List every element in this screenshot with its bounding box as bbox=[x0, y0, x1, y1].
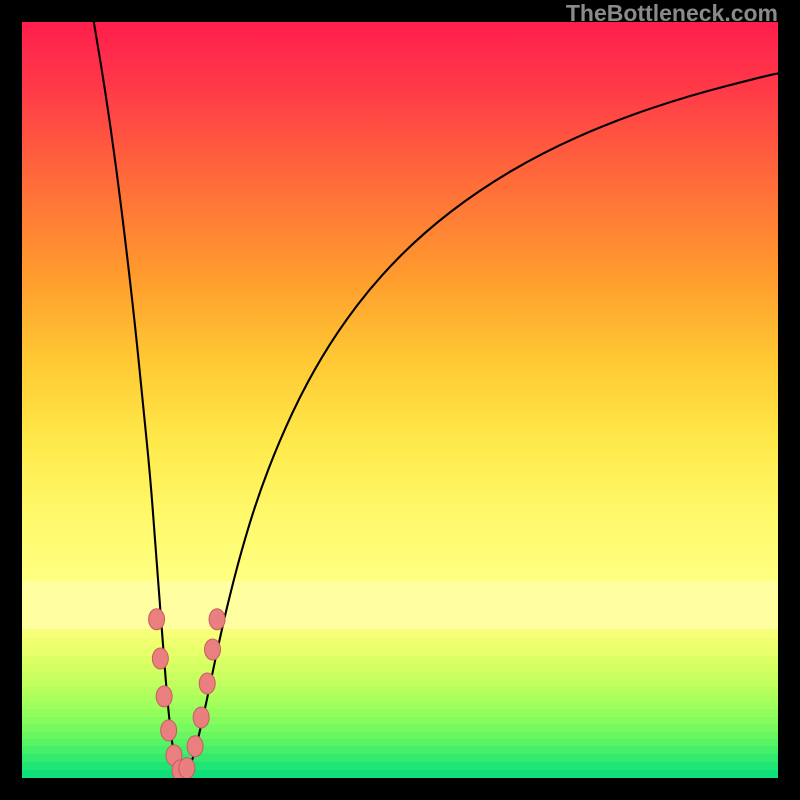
data-marker bbox=[161, 720, 177, 741]
watermark-text: TheBottleneck.com bbox=[566, 0, 778, 27]
data-marker bbox=[152, 648, 168, 669]
data-marker bbox=[156, 686, 172, 707]
curve-right bbox=[183, 73, 778, 778]
plot-area bbox=[22, 22, 778, 778]
data-marker bbox=[187, 736, 203, 757]
chart-root: TheBottleneck.com bbox=[0, 0, 800, 800]
data-marker bbox=[209, 609, 225, 630]
data-marker bbox=[199, 673, 215, 694]
data-marker bbox=[149, 609, 165, 630]
curve-left bbox=[94, 22, 183, 778]
curve-layer bbox=[22, 22, 778, 778]
data-marker bbox=[205, 639, 221, 660]
data-marker bbox=[179, 758, 195, 778]
data-marker bbox=[193, 707, 209, 728]
